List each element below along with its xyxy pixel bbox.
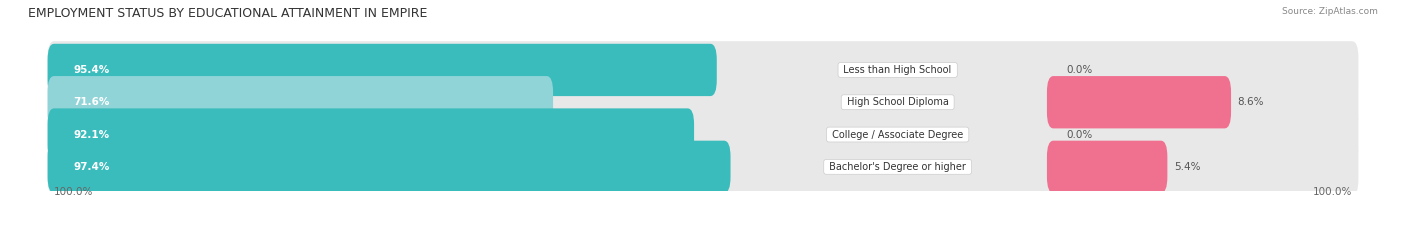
Text: 5.4%: 5.4% bbox=[1174, 162, 1201, 172]
FancyBboxPatch shape bbox=[48, 138, 1358, 195]
FancyBboxPatch shape bbox=[48, 41, 1358, 99]
Text: Source: ZipAtlas.com: Source: ZipAtlas.com bbox=[1282, 7, 1378, 16]
FancyBboxPatch shape bbox=[1047, 76, 1232, 128]
Text: 97.4%: 97.4% bbox=[73, 162, 110, 172]
Text: EMPLOYMENT STATUS BY EDUCATIONAL ATTAINMENT IN EMPIRE: EMPLOYMENT STATUS BY EDUCATIONAL ATTAINM… bbox=[28, 7, 427, 20]
FancyBboxPatch shape bbox=[1047, 141, 1167, 193]
Text: College / Associate Degree: College / Associate Degree bbox=[830, 130, 966, 140]
Text: 0.0%: 0.0% bbox=[1066, 130, 1092, 140]
FancyBboxPatch shape bbox=[48, 106, 1358, 163]
Text: Less than High School: Less than High School bbox=[841, 65, 955, 75]
FancyBboxPatch shape bbox=[48, 108, 695, 161]
FancyBboxPatch shape bbox=[48, 76, 553, 128]
Text: 71.6%: 71.6% bbox=[73, 97, 110, 107]
Text: Bachelor's Degree or higher: Bachelor's Degree or higher bbox=[827, 162, 969, 172]
FancyBboxPatch shape bbox=[48, 141, 731, 193]
Text: 100.0%: 100.0% bbox=[53, 187, 93, 197]
Text: 0.0%: 0.0% bbox=[1066, 65, 1092, 75]
FancyBboxPatch shape bbox=[48, 44, 717, 96]
Text: 92.1%: 92.1% bbox=[73, 130, 110, 140]
Text: 100.0%: 100.0% bbox=[1313, 187, 1353, 197]
FancyBboxPatch shape bbox=[48, 73, 1358, 131]
Text: 8.6%: 8.6% bbox=[1237, 97, 1264, 107]
Text: 95.4%: 95.4% bbox=[73, 65, 110, 75]
Text: High School Diploma: High School Diploma bbox=[844, 97, 952, 107]
